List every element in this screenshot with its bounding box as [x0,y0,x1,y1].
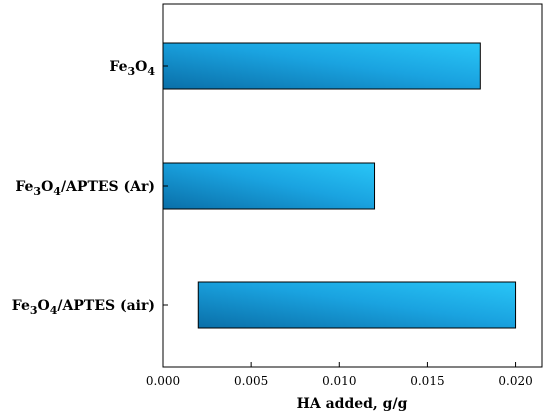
bar-2 [162,162,376,210]
bar-3 [197,281,517,329]
category-label-1: Fe3O4 [109,59,155,78]
x-tick-label-4: 0.015 [410,374,444,388]
x-axis-title: HA added, g/g [297,396,408,412]
category-label-2: Fe3O4/APTES (Ar) [15,179,155,198]
x-tick-label-2: 0.005 [234,374,268,388]
category-label-3: Fe3O4/APTES (air) [12,298,155,317]
x-tick-label-5: 0.020 [498,374,532,388]
bar-1 [162,42,481,90]
x-tick-label-3: 0.010 [322,374,356,388]
x-tick-label-1: 0.000 [146,374,180,388]
